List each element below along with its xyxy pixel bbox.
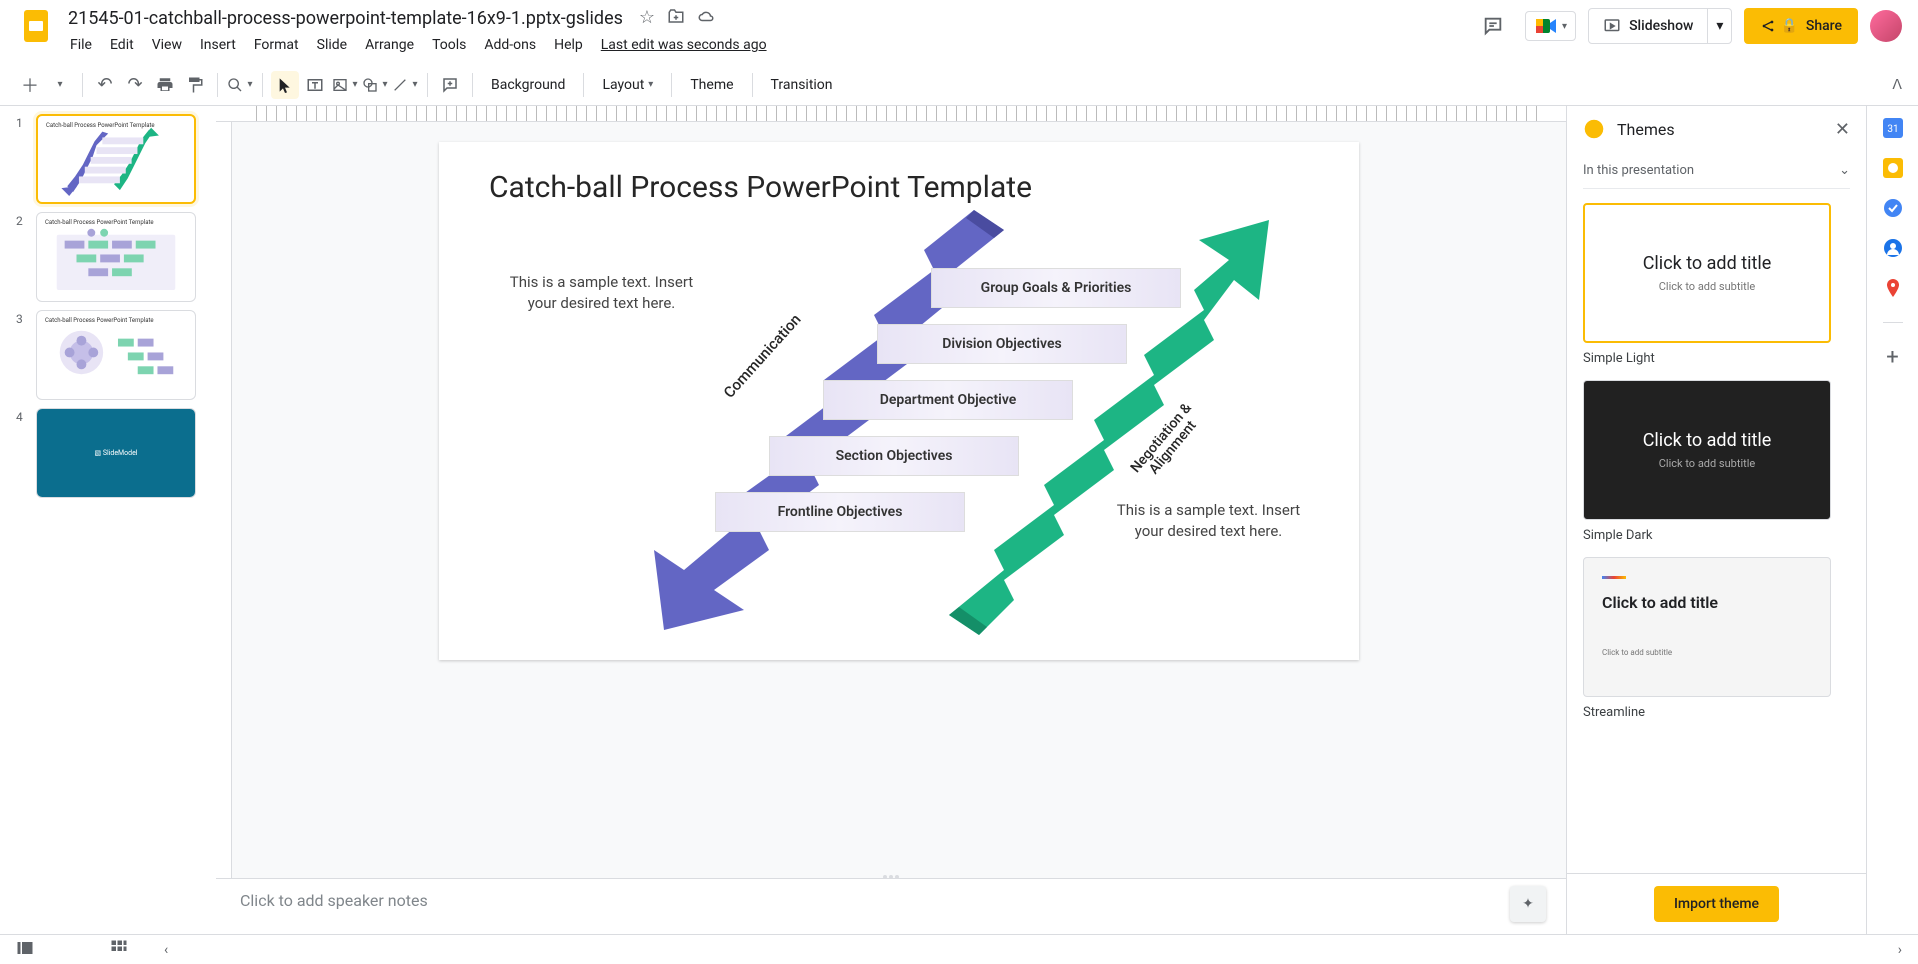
slide-number: 3 [16, 310, 36, 400]
move-icon[interactable] [667, 7, 685, 30]
menu-file[interactable]: File [62, 33, 100, 57]
ruler-vertical[interactable] [216, 122, 232, 878]
themes-section-toggle[interactable]: In this presentation ⌄ [1583, 153, 1850, 189]
collapse-siderail-icon[interactable]: › [1898, 942, 1902, 958]
import-theme-button[interactable]: Import theme [1654, 886, 1779, 922]
canvas-area: Catch-ball Process PowerPoint Template T… [216, 106, 1566, 934]
tasks-icon[interactable] [1883, 198, 1903, 218]
add-addon-icon[interactable]: + [1883, 347, 1903, 367]
palette-icon [1583, 118, 1605, 140]
slide-thumb-4[interactable]: ▧ SlideModel [36, 408, 196, 498]
theme-name: Simple Light [1583, 351, 1850, 366]
image-tool[interactable] [331, 71, 359, 99]
menu-view[interactable]: View [144, 33, 190, 57]
slideshow-dropdown[interactable]: ▾ [1707, 9, 1731, 43]
calendar-icon[interactable]: 31 [1883, 118, 1903, 138]
collapse-toolbar-icon[interactable]: ᐱ [1892, 77, 1902, 93]
user-avatar[interactable] [1870, 10, 1902, 42]
new-slide-button[interactable]: ＋ [16, 71, 44, 99]
menu-help[interactable]: Help [546, 33, 591, 57]
step-1[interactable]: Group Goals & Priorities [931, 268, 1181, 308]
notes-placeholder: Click to add speaker notes [240, 891, 1542, 910]
slide-canvas[interactable]: Catch-ball Process PowerPoint Template T… [439, 142, 1359, 660]
zoom-button[interactable] [226, 71, 254, 99]
textbox-tool[interactable] [301, 71, 329, 99]
slide-thumb-2[interactable]: Catch-ball Process PowerPoint Template [36, 212, 196, 302]
themes-section-label: In this presentation [1583, 163, 1694, 178]
bottom-bar: ‹ › [0, 934, 1918, 964]
slide-number: 4 [16, 408, 36, 498]
chevron-down-icon: ⌄ [1839, 163, 1850, 178]
print-button[interactable] [151, 71, 179, 99]
step-2[interactable]: Division Objectives [877, 324, 1127, 364]
slide-number: 2 [16, 212, 36, 302]
menu-insert[interactable]: Insert [192, 33, 244, 57]
step-5[interactable]: Frontline Objectives [715, 492, 965, 532]
toolbar: ＋ ▾ ↶ ↷ Background Layout Theme Transiti… [0, 64, 1918, 106]
slide-thumb-3[interactable]: Catch-ball Process PowerPoint Template [36, 310, 196, 400]
menu-tools[interactable]: Tools [424, 33, 474, 57]
redo-button[interactable]: ↷ [121, 71, 149, 99]
ruler-horizontal[interactable] [216, 106, 1566, 122]
doc-title[interactable]: 21545-01-catchball-process-powerpoint-te… [62, 6, 629, 31]
title-area: 21545-01-catchball-process-powerpoint-te… [62, 6, 1473, 57]
layout-button[interactable]: Layout [592, 71, 663, 99]
cloud-icon[interactable] [697, 7, 715, 30]
paint-format-button[interactable] [181, 71, 209, 99]
comment-tool[interactable] [436, 71, 464, 99]
transition-button[interactable]: Transition [761, 71, 843, 99]
undo-button[interactable]: ↶ [91, 71, 119, 99]
theme-card-streamline[interactable]: Click to add title Click to add subtitle [1583, 557, 1831, 697]
slideshow-button[interactable]: Slideshow ▾ [1588, 8, 1732, 44]
filmstrip[interactable]: 1 Catch-ball Process PowerPoint Template… [0, 106, 216, 934]
header: 21545-01-catchball-process-powerpoint-te… [0, 0, 1918, 64]
comments-icon[interactable] [1473, 6, 1513, 46]
background-button[interactable]: Background [481, 71, 575, 99]
menu-slide[interactable]: Slide [309, 33, 355, 57]
share-button[interactable]: 🔒 Share [1744, 8, 1858, 44]
contacts-icon[interactable] [1883, 238, 1903, 258]
theme-name: Simple Dark [1583, 528, 1850, 543]
new-slide-dropdown[interactable]: ▾ [46, 71, 74, 99]
svg-text:31: 31 [1887, 124, 1898, 135]
side-rail: 31 + [1866, 106, 1918, 934]
menubar: File Edit View Insert Format Slide Arran… [62, 33, 1473, 57]
step-4[interactable]: Section Objectives [769, 436, 1019, 476]
keep-icon[interactable] [1883, 158, 1903, 178]
shape-tool[interactable] [361, 71, 389, 99]
maps-icon[interactable] [1883, 278, 1903, 298]
menu-edit[interactable]: Edit [102, 33, 142, 57]
star-icon[interactable]: ☆ [639, 7, 655, 30]
menu-arrange[interactable]: Arrange [357, 33, 422, 57]
themes-title: Themes [1617, 120, 1823, 139]
theme-card-simple-dark[interactable]: Click to add title Click to add subtitle [1583, 380, 1831, 520]
theme-name: Streamline [1583, 705, 1850, 720]
themes-panel: Themes ✕ In this presentation ⌄ Click to… [1566, 106, 1866, 934]
speaker-notes[interactable]: Click to add speaker notes ✦ [216, 878, 1566, 934]
select-tool[interactable] [271, 71, 299, 99]
slide-title[interactable]: Catch-ball Process PowerPoint Template [489, 170, 1032, 205]
meet-button[interactable]: ▾ [1525, 11, 1576, 41]
theme-button[interactable]: Theme [680, 71, 743, 99]
slides-logo[interactable] [16, 6, 56, 46]
slide-number: 1 [16, 114, 36, 204]
menu-addons[interactable]: Add-ons [476, 33, 544, 57]
menu-format[interactable]: Format [246, 33, 307, 57]
slideshow-label: Slideshow [1629, 18, 1693, 34]
step-3[interactable]: Department Objective [823, 380, 1073, 420]
grid-view-icon[interactable] [110, 939, 128, 961]
explore-button[interactable]: ✦ [1510, 886, 1546, 922]
close-icon[interactable]: ✕ [1835, 119, 1850, 140]
theme-card-simple-light[interactable]: Click to add title Click to add subtitle [1583, 203, 1831, 343]
filmstrip-view-icon[interactable] [16, 939, 34, 961]
line-tool[interactable] [391, 71, 419, 99]
collapse-filmstrip-icon[interactable]: ‹ [164, 942, 168, 958]
last-edit[interactable]: Last edit was seconds ago [593, 33, 775, 57]
slide-thumb-1[interactable]: Catch-ball Process PowerPoint Template [36, 114, 196, 204]
share-label: Share [1806, 18, 1842, 34]
